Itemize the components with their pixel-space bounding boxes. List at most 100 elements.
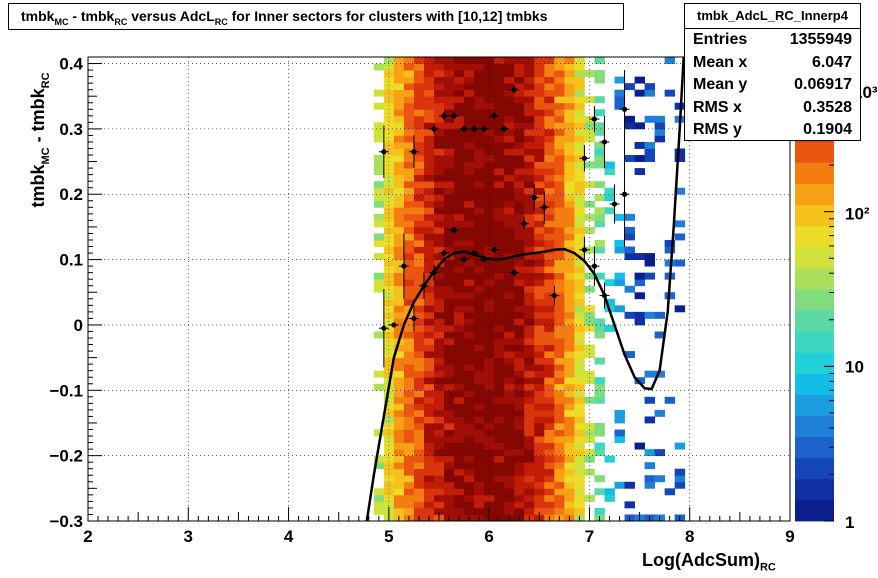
heatmap-cell [373,161,385,169]
heatmap-cell [534,83,545,91]
heatmap-cell [574,292,585,300]
y-tick-label: 0.4 [59,55,83,74]
heatmap-cell [373,279,385,287]
heatmap-cell [393,344,405,352]
profile-point [378,289,389,368]
heatmap-cell [544,253,555,260]
heatmap-cell [403,266,415,274]
heatmap-cell [464,141,475,149]
heatmap-cell [544,239,555,247]
heatmap-cell [383,468,395,476]
heatmap-cell [504,383,515,391]
heatmap-cell [554,253,565,260]
heatmap-cell [574,200,585,208]
heatmap-cell [494,181,505,189]
heatmap-cell [393,429,405,437]
palette-swatch [795,225,834,248]
heatmap-cell [444,468,455,476]
heatmap-cell [433,298,445,306]
heatmap-cell [514,422,525,430]
heatmap-cell [524,318,535,326]
heatmap-cell [574,239,585,247]
heatmap-cell [403,63,415,71]
heatmap-cell [554,226,565,234]
heatmap-cell [544,494,555,502]
heatmap-cell [514,194,525,202]
heatmap-cell [534,298,545,306]
heatmap-cell [534,488,545,496]
heatmap-cell [504,338,515,345]
heatmap-cell [383,174,395,182]
heatmap-cell [423,396,435,404]
heatmap-cell [433,266,445,274]
heatmap-cell [644,272,656,280]
heatmap-cell [524,233,535,241]
heatmap-cell [494,70,505,78]
heatmap-cell [474,115,485,123]
heatmap-cell [454,344,465,352]
heatmap-cell [524,148,535,156]
heatmap-cell [674,233,686,241]
heatmap-cell [594,449,605,457]
heatmap-cell [574,63,585,71]
heatmap-cell [614,213,625,221]
heatmap-cell [423,213,435,221]
heatmap-cell [444,141,455,149]
heatmap-cell [413,187,425,195]
heatmap-cell [403,324,415,332]
heatmap-cell [423,226,435,234]
heatmap-cell [624,253,635,260]
heatmap-cell [373,102,385,110]
heatmap-cell [423,220,435,228]
heatmap-cell [514,239,525,247]
heatmap-cell [524,187,535,195]
heatmap-cell [464,331,475,339]
heatmap-cell [514,429,525,437]
heatmap-cell [464,324,475,332]
heatmap-cell [373,89,385,97]
heatmap-cell [423,96,435,104]
heatmap-cell [454,422,465,430]
heatmap-cell [484,76,495,84]
profile-point [579,236,590,263]
heatmap-cell [564,455,575,463]
heatmap-cell [534,364,545,372]
heatmap-cell [383,501,395,509]
heatmap-cell [464,272,475,280]
profile-point [449,112,460,120]
heatmap-cell [393,168,405,176]
heatmap-cell [514,507,525,515]
heatmap-cell [474,442,485,450]
heatmap-cell [544,141,555,149]
heatmap-cell [544,383,555,391]
heatmap-cell [454,507,465,515]
heatmap-cell [634,279,645,287]
heatmap-cell [484,115,495,123]
heatmap-cell [524,76,535,84]
heatmap-cell [554,57,565,64]
heatmap-cell [644,141,656,149]
heatmap-cell [554,475,565,483]
heatmap-cell [474,63,485,71]
heatmap-cell [614,429,625,437]
heatmap-cell [544,57,555,64]
heatmap-cell [393,364,405,372]
heatmap-cell [544,181,555,189]
heatmap-cell [413,194,425,202]
heatmap-cell [403,501,415,509]
heatmap-cell [484,364,495,372]
stats-row-mean-x: Mean x 6.047 [693,53,852,71]
heatmap-cell [444,207,455,215]
heatmap-cell [614,102,625,110]
heatmap-cell [604,324,615,332]
heatmap-cell [474,357,485,365]
heatmap-cell [574,344,585,352]
profile-point [499,125,510,133]
heatmap-cell [534,194,545,202]
palette-swatch [795,246,834,269]
heatmap-cell [444,494,455,502]
heatmap-cell [474,181,485,189]
heatmap-cell [403,168,415,176]
heatmap-cell [413,324,425,332]
heatmap-cell [514,246,525,254]
